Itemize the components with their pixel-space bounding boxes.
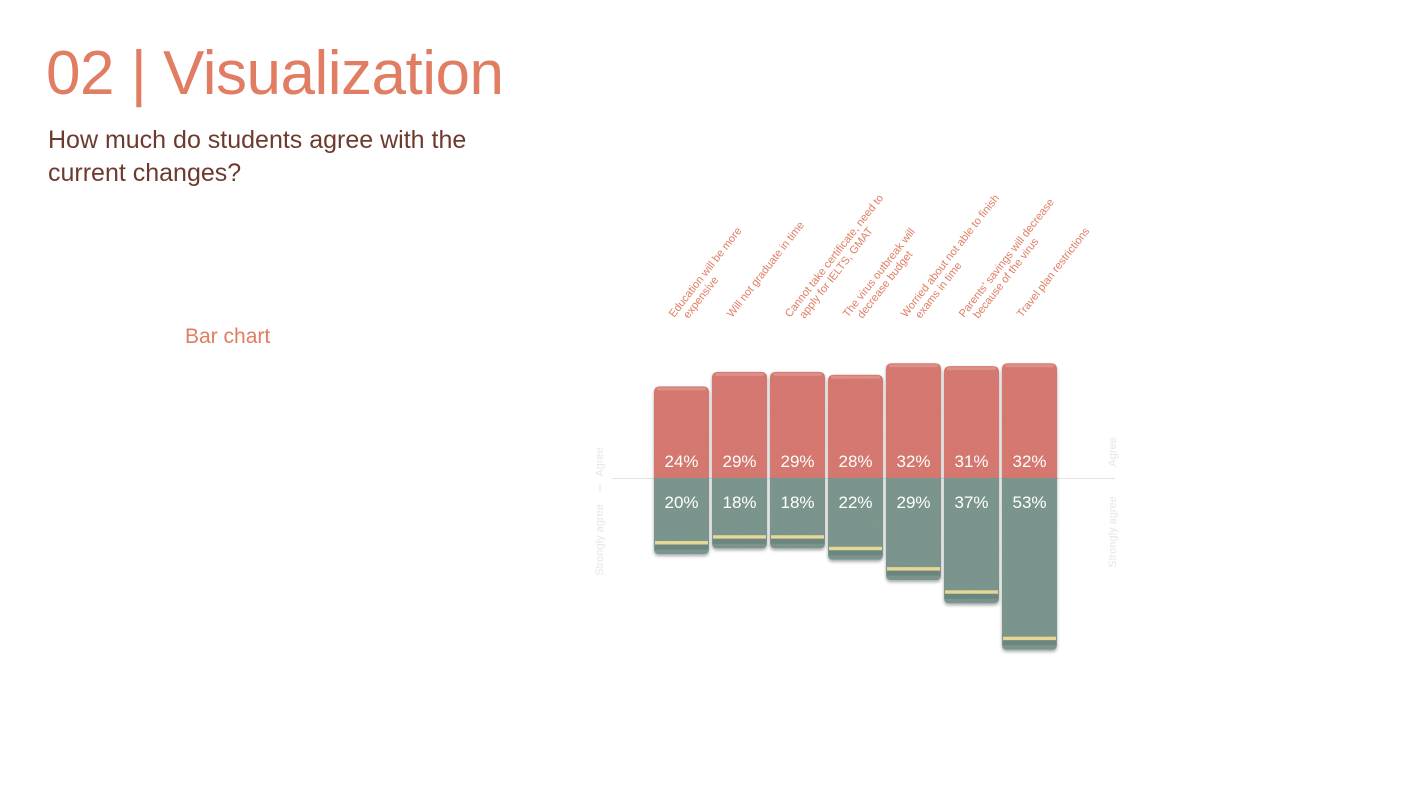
value-label-strongly-agree: 18% xyxy=(780,493,814,512)
eraser-bar xyxy=(770,371,825,549)
value-label-agree: 31% xyxy=(954,452,988,471)
bar-strongly-agree xyxy=(712,478,767,549)
bar-stripe-shade xyxy=(713,538,766,544)
chart-type-label: Bar chart xyxy=(185,325,271,348)
bar-agree-highlight xyxy=(715,372,764,376)
bar-agree-highlight xyxy=(773,372,822,376)
bar-stripe xyxy=(771,535,824,539)
value-label-agree: 28% xyxy=(838,452,872,471)
bar-stripe-shade xyxy=(771,538,824,544)
bar-stripe xyxy=(713,535,766,539)
bar-agree xyxy=(944,366,999,478)
bar-strongly-agree xyxy=(1002,478,1057,650)
bar-agree-highlight xyxy=(657,387,706,391)
eraser-bar xyxy=(712,371,767,549)
bar-agree-highlight xyxy=(947,367,996,371)
value-label-agree: 24% xyxy=(664,452,698,471)
bar-agree xyxy=(712,371,767,478)
value-label-agree: 29% xyxy=(722,452,756,471)
bar-agree-highlight xyxy=(889,364,938,368)
bar-agree xyxy=(654,386,709,478)
eraser-bar xyxy=(654,386,709,554)
eraser-bar xyxy=(828,374,883,560)
chart-question: How much do students agree with the curr… xyxy=(48,126,467,187)
value-label-strongly-agree: 20% xyxy=(664,493,698,512)
bar-stripe-shade xyxy=(887,570,940,576)
bar-strongly-agree xyxy=(886,478,941,581)
value-label-strongly-agree: 53% xyxy=(1012,493,1046,512)
value-label-strongly-agree: 37% xyxy=(954,493,988,512)
bar-stripe-shade xyxy=(829,550,882,556)
eraser-bar xyxy=(1002,363,1057,650)
axis-label-strongly-agree-left: Strongly agree xyxy=(594,504,606,576)
bar-agree xyxy=(886,363,941,478)
eraser-bar xyxy=(886,363,941,581)
bar-stripe-shade xyxy=(655,544,708,550)
eraser-bar xyxy=(944,366,999,604)
category-label: Worried about not able to finishexams in… xyxy=(899,193,1012,328)
page-title: 02 | Visualization xyxy=(46,39,504,108)
value-label-strongly-agree: 18% xyxy=(722,493,756,512)
bar-stripe-shade xyxy=(1003,640,1056,646)
axis-label-agree-left: Agree xyxy=(594,447,606,476)
bar-agree-highlight xyxy=(1005,364,1054,368)
value-label-strongly-agree: 29% xyxy=(896,493,930,512)
bar-stripe xyxy=(945,590,998,594)
value-label-strongly-agree: 22% xyxy=(838,493,872,512)
axis-label-strongly-agree-right: Strongly agree xyxy=(1107,496,1119,568)
bar-agree xyxy=(770,371,825,478)
bar-agree xyxy=(828,374,883,478)
value-label-agree: 29% xyxy=(780,452,814,471)
value-label-agree: 32% xyxy=(896,452,930,471)
value-label-agree: 32% xyxy=(1012,452,1046,471)
bar-stripe xyxy=(1003,636,1056,641)
bar-agree xyxy=(1002,363,1057,478)
bar-stripe-shade xyxy=(945,593,998,599)
category-label: Education will be moreexpensive xyxy=(667,225,754,327)
bar-stripe xyxy=(829,546,882,551)
bar-strongly-agree xyxy=(654,478,709,554)
bar-strongly-agree xyxy=(944,478,999,604)
axis-label-agree-right: Agree xyxy=(1107,437,1119,466)
bar-strongly-agree xyxy=(770,478,825,549)
bar-stripe xyxy=(655,541,708,545)
bar-strongly-agree xyxy=(828,478,883,560)
category-label: Cannot take certificate, need toapply fo… xyxy=(783,192,896,327)
bar-agree-highlight xyxy=(831,375,880,379)
bar-stripe xyxy=(887,567,940,571)
